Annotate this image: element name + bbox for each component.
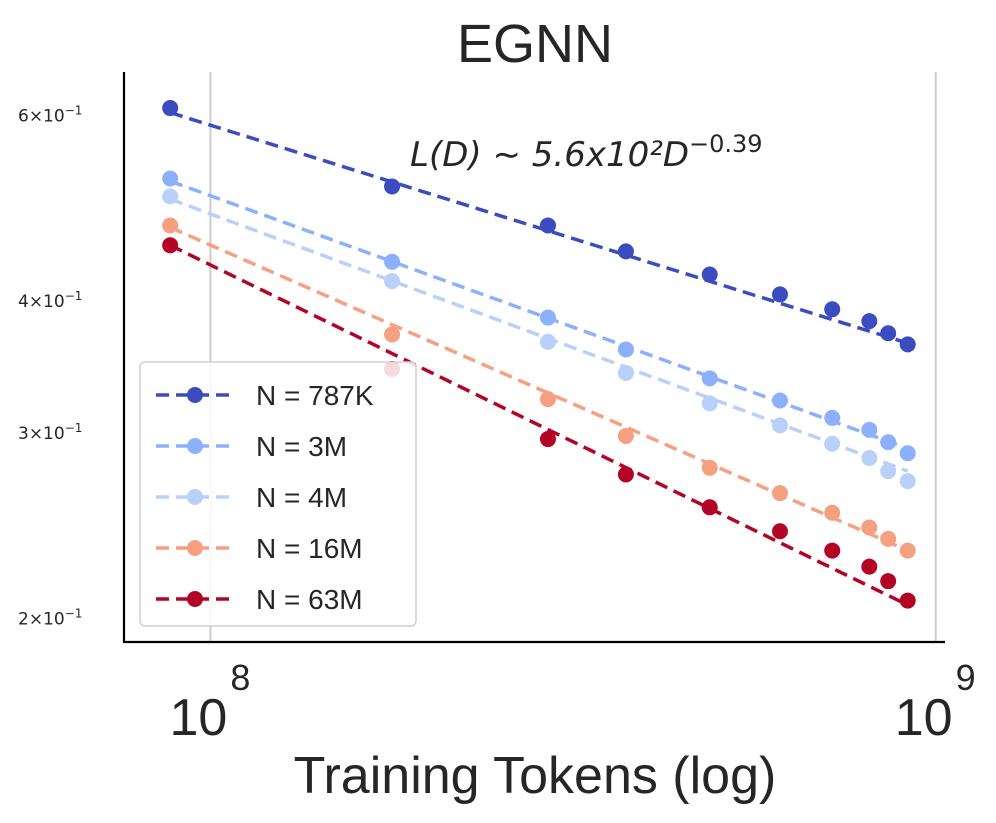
fit-line-4 [169,243,909,607]
data-point-2-4 [701,395,718,412]
y-tick-label-0: 6×10−1 [18,104,82,127]
data-point-3-1 [384,326,401,343]
series-3 [162,217,916,559]
data-point-1-7 [861,421,878,438]
data-point-2-7 [861,450,878,467]
fit-line-0 [169,110,909,345]
data-point-0-2 [539,217,556,234]
data-point-0-5 [772,286,789,303]
data-point-1-5 [772,392,789,409]
data-point-2-0 [162,188,179,205]
data-point-4-9 [899,592,916,609]
data-point-3-2 [539,391,556,408]
legend-marker-2 [187,489,203,505]
data-point-2-1 [384,273,401,290]
data-point-4-5 [772,523,789,540]
chart-title: EGNN [457,14,613,74]
series-0 [162,100,916,353]
fit-equation-annotation: L(D) ∼ 5.6x10²D−0.39 [410,130,763,175]
data-point-1-6 [824,409,841,426]
data-point-0-6 [824,301,841,318]
data-point-2-6 [824,435,841,452]
legend-label-1: N = 3M [256,431,347,462]
data-point-4-2 [539,431,556,448]
data-point-0-1 [384,178,401,195]
series-2 [162,188,916,490]
data-point-4-6 [824,542,841,559]
y-tick-label-3: 2×10−1 [18,607,82,630]
legend: N = 787K N = 3M N = 4M N = 16M N = 63M [139,361,417,627]
data-point-4-7 [861,558,878,575]
legend-marker-1 [187,438,203,454]
data-point-3-6 [824,504,841,521]
x-axis-label: Training Tokens (log) [294,747,777,805]
y-tick-label-1: 4×10−1 [18,289,82,312]
legend-label-4: N = 63M [256,584,363,615]
axes [122,72,945,644]
data-point-0-8 [880,325,897,342]
data-point-1-2 [539,309,556,326]
data-point-4-4 [701,499,718,516]
data-point-1-0 [162,170,179,187]
legend-box [139,361,417,627]
data-point-3-0 [162,217,179,234]
data-point-4-0 [162,237,179,254]
x-tick-label-0: 10 [170,689,228,747]
annotation-main: L(D) ∼ 5.6x10²D [410,135,689,175]
data-point-2-5 [772,417,789,434]
data-point-2-3 [617,364,634,381]
data-point-1-8 [880,434,897,451]
data-point-3-5 [772,485,789,502]
data-point-0-0 [162,100,179,117]
data-point-3-3 [617,427,634,444]
data-point-0-3 [617,243,634,260]
data-point-3-9 [899,542,916,559]
data-point-1-4 [701,370,718,387]
series-layer [162,100,916,609]
legend-label-2: N = 4M [256,482,347,513]
legend-marker-4 [187,591,203,607]
fit-line-2 [169,197,909,473]
fit-line-1 [169,179,909,451]
legend-marker-0 [187,387,203,403]
data-point-1-9 [899,445,916,462]
y-ticks: 6×10−1 4×10−1 3×10−1 2×10−1 [18,104,82,630]
data-point-0-7 [861,313,878,330]
data-point-1-3 [617,341,634,358]
y-tick-label-2: 3×10−1 [18,421,82,444]
data-point-1-1 [384,253,401,270]
data-point-2-2 [539,333,556,350]
data-point-2-9 [899,473,916,490]
data-point-4-8 [880,573,897,590]
data-point-3-8 [880,530,897,547]
legend-label-0: N = 787K [256,380,374,411]
annotation-exp: −0.39 [689,130,763,158]
x-tick-label-1: 10 [895,689,953,747]
data-point-2-8 [880,463,897,480]
data-point-3-4 [701,459,718,476]
legend-marker-3 [187,540,203,556]
x-tick-exponent-0: 8 [230,657,250,698]
data-point-0-4 [701,266,718,283]
data-point-3-7 [861,519,878,536]
series-1 [162,170,916,462]
legend-label-3: N = 16M [256,533,363,564]
data-point-4-3 [617,466,634,483]
x-tick-exponent-1: 9 [956,657,976,698]
data-point-0-9 [899,336,916,353]
